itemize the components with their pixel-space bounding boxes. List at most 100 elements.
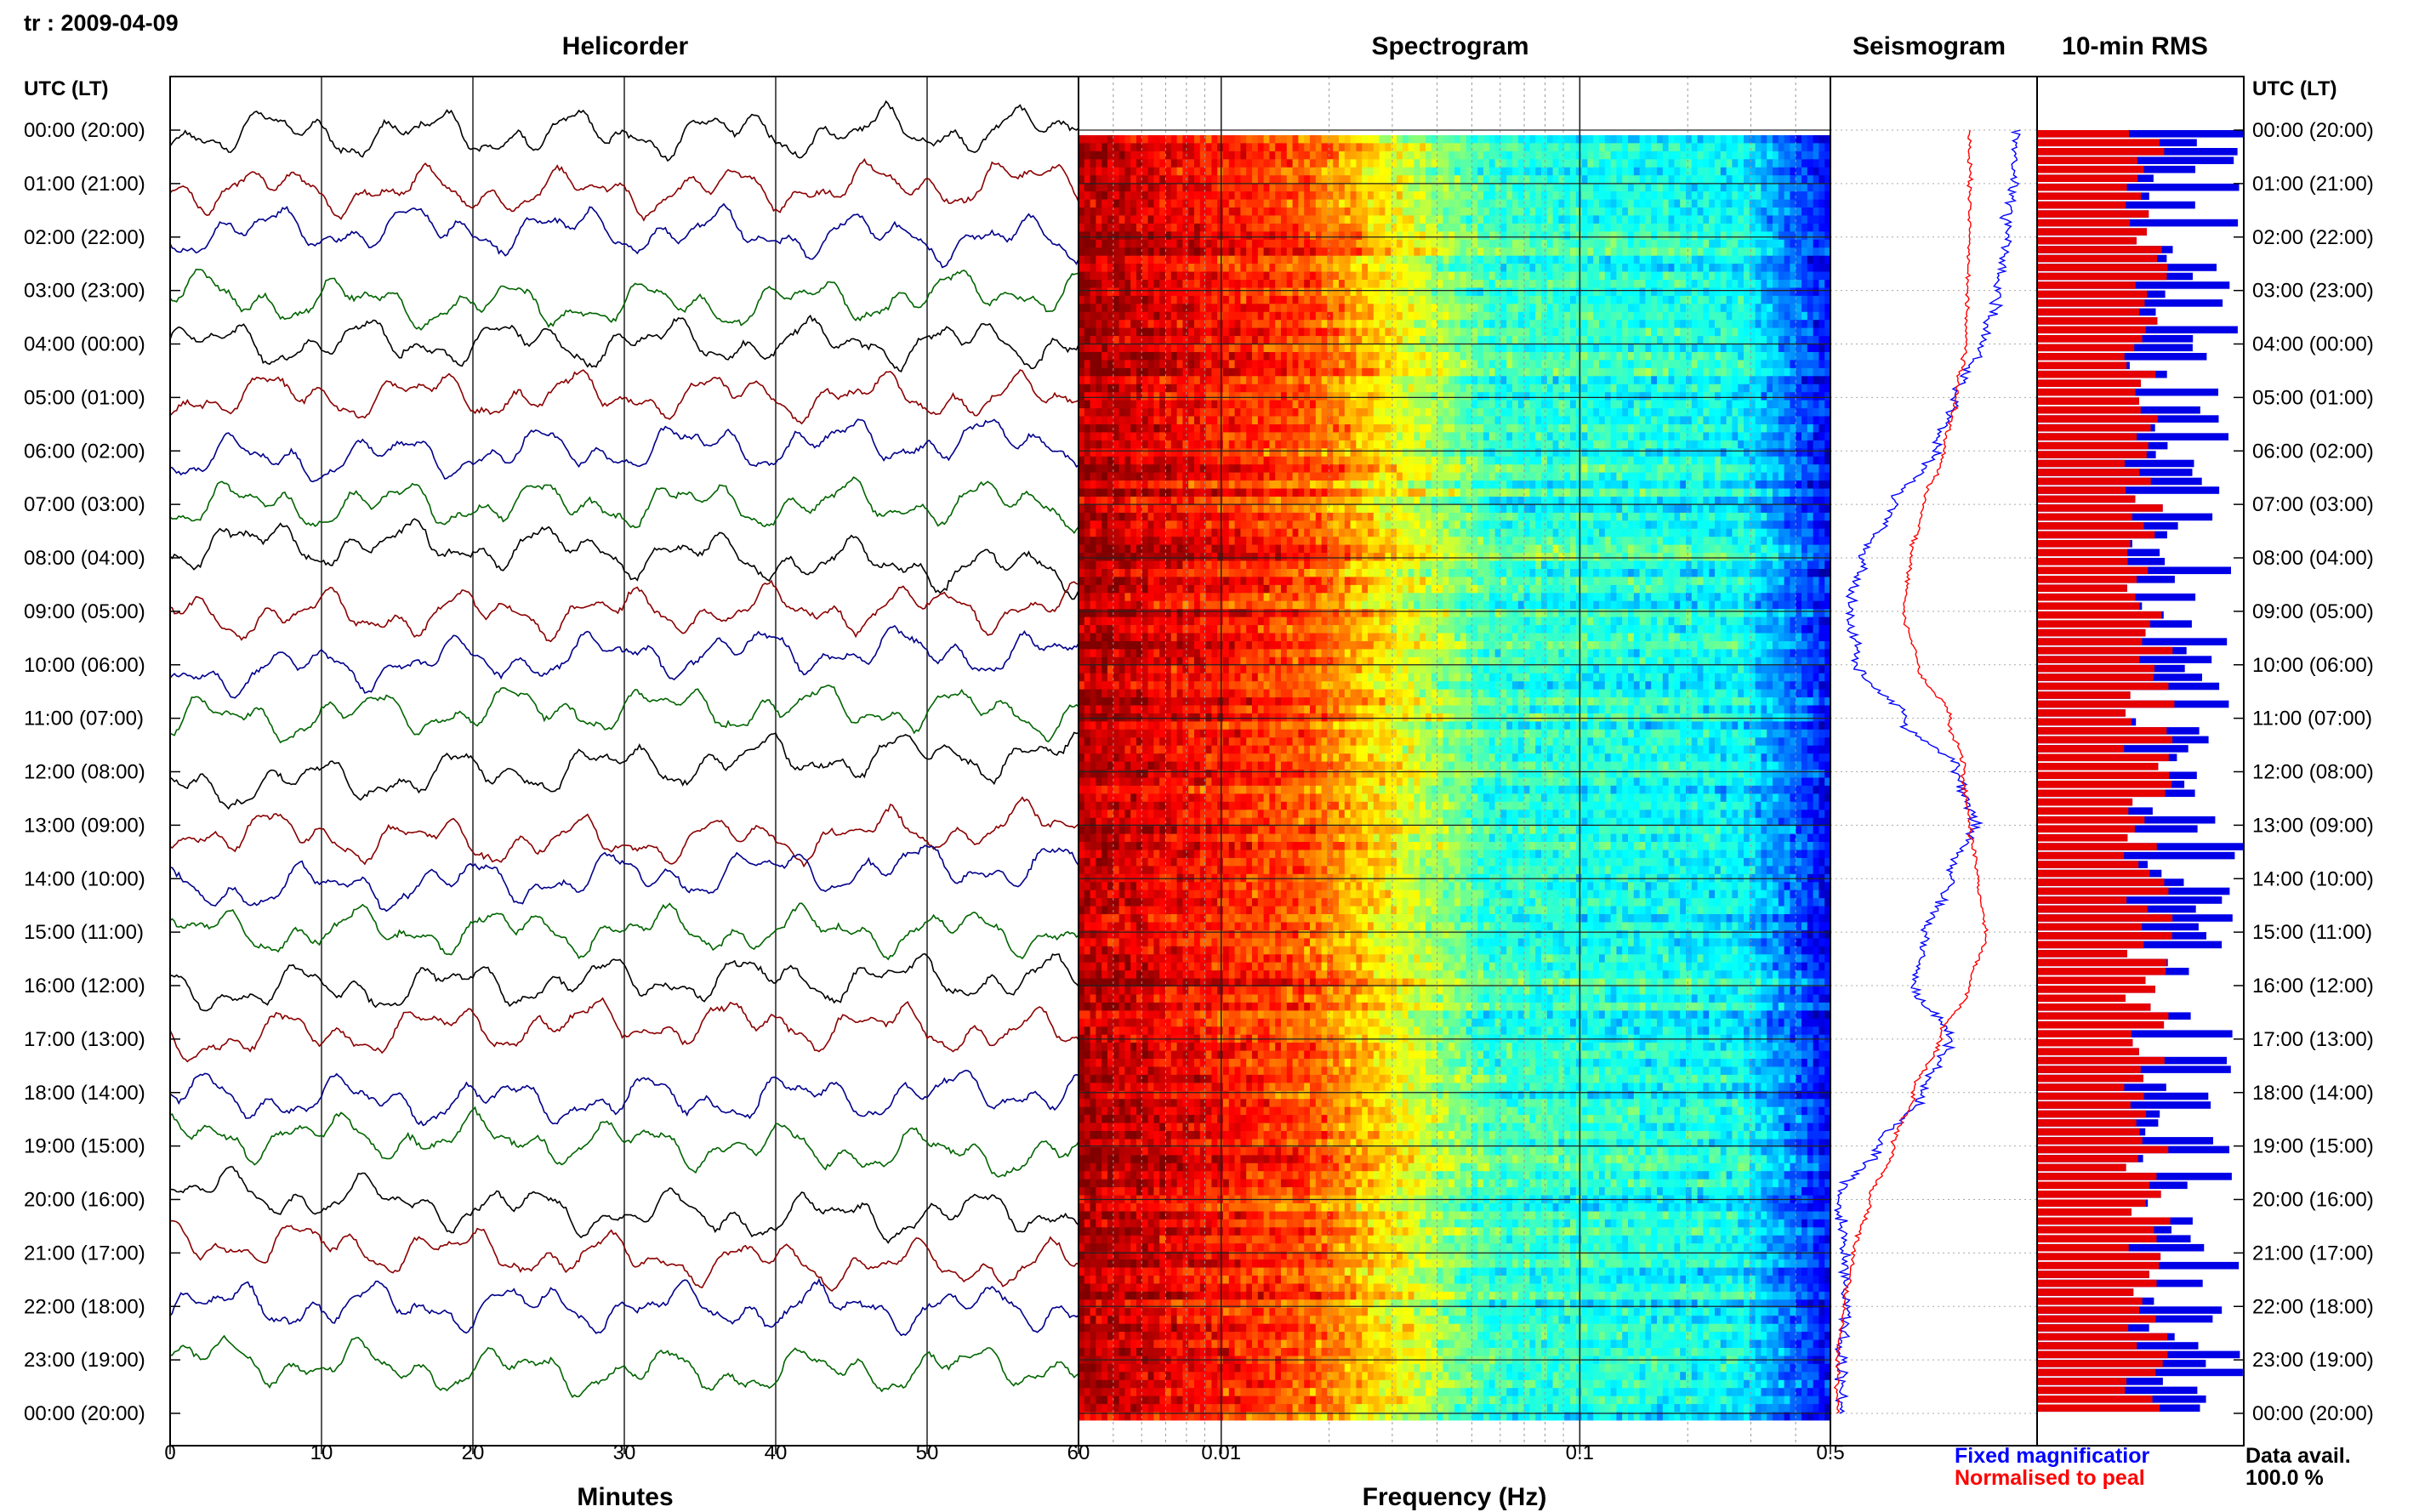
spectrogram-cell (1362, 143, 1369, 152)
spectrogram-cell (1118, 327, 1125, 337)
spectrogram-cell (1726, 247, 1733, 257)
spectrogram-cell (1118, 376, 1125, 385)
spectrogram-cell (1321, 223, 1328, 232)
spectrogram-cell (1523, 271, 1530, 281)
spectrogram-cell (1228, 159, 1236, 168)
spectrogram-cell (1252, 207, 1259, 216)
spectrogram-cell (1512, 255, 1519, 264)
spectrogram-cell (1807, 344, 1814, 353)
spectrogram-cell (1118, 424, 1125, 433)
spectrogram-cell (1697, 215, 1704, 225)
spectrogram-cell (1616, 239, 1623, 248)
spectrogram-cell (1819, 167, 1825, 176)
spectrogram-cell (1292, 280, 1299, 288)
spectrogram-cell (1744, 400, 1750, 409)
spectrogram-cell (1460, 408, 1467, 417)
spectrogram-cell (1680, 143, 1687, 152)
spectrogram-cell (1517, 280, 1525, 288)
spectrogram-cell (1107, 311, 1114, 321)
spectrogram-cell (1796, 424, 1802, 433)
spectrogram-cell (1767, 239, 1773, 248)
spectrogram-cell (1402, 191, 1409, 200)
spectrogram-cell (1517, 247, 1525, 257)
spectrogram-cell (1784, 143, 1790, 152)
spectrogram-cell (1385, 360, 1392, 369)
spectrogram-cell (1466, 320, 1472, 329)
spectrogram-cell (1385, 280, 1392, 288)
spectrogram-cell (1738, 255, 1745, 264)
spectrogram-cell (1466, 344, 1472, 353)
spectrogram-cell (1437, 384, 1443, 393)
spectrogram-cell (1552, 223, 1559, 232)
spectrogram-cell (1275, 167, 1282, 176)
spectrogram-cell (1610, 360, 1617, 369)
spectrogram-cell (1246, 199, 1253, 208)
spectrogram-cell (1182, 432, 1189, 441)
spectrogram-cell (1662, 280, 1670, 288)
spectrogram-cell (1205, 271, 1212, 281)
spectrogram-cell (1368, 400, 1375, 409)
spectrogram-cell (1079, 376, 1085, 385)
spectrogram-cell (1726, 151, 1733, 160)
spectrogram-cell (1199, 384, 1207, 393)
spectrogram-cell (1257, 143, 1265, 152)
spectrogram-cell (1194, 191, 1201, 200)
spectrogram-cell (1535, 207, 1542, 216)
spectrogram-cell (1228, 255, 1236, 264)
spectrogram-cell (1471, 223, 1478, 232)
spectrogram-cell (1541, 344, 1548, 353)
spectrogram-cell (1819, 295, 1825, 304)
spectrogram-cell (1373, 247, 1380, 257)
spectrogram-cell (1211, 215, 1218, 225)
spectrogram-cell (1275, 416, 1282, 425)
spectrogram-cell (1379, 159, 1386, 168)
spectrogram-cell (1477, 320, 1484, 329)
spectrogram-cell (1494, 247, 1501, 257)
spectrogram-cell (1101, 320, 1108, 329)
spectrogram-cell (1205, 167, 1212, 176)
spectrogram-cell (1368, 424, 1375, 433)
spectrogram-cell (1391, 151, 1397, 160)
spectrogram-cell (1159, 199, 1166, 208)
spectrogram-cell (1749, 336, 1756, 344)
spectrogram-cell (1084, 327, 1091, 337)
spectrogram-cell (1350, 143, 1357, 152)
spectrogram-cell (1691, 287, 1699, 297)
spectrogram-cell (1674, 327, 1681, 337)
spectrogram-cell (1610, 247, 1617, 257)
spectrogram-cell (1657, 400, 1664, 409)
spectrogram-cell (1327, 367, 1334, 377)
spectrogram-cell (1633, 135, 1641, 144)
spectrogram-cell (1327, 352, 1334, 361)
spectrogram-cell (1680, 207, 1687, 216)
spectrogram-cell (1327, 151, 1334, 160)
spectrogram-cell (1090, 207, 1096, 216)
spectrogram-cell (1240, 271, 1247, 281)
spectrogram-cell (1813, 287, 1819, 297)
spectrogram-cell (1327, 344, 1334, 353)
spectrogram-cell (1558, 408, 1565, 417)
spectrogram-cell (1813, 352, 1819, 361)
spectrogram-cell (1211, 159, 1218, 168)
spectrogram-cell (1113, 215, 1120, 225)
spectrogram-cell (1286, 432, 1294, 441)
spectrogram-cell (1691, 255, 1699, 264)
spectrogram-cell (1228, 320, 1236, 329)
spectrogram-cell (1408, 271, 1414, 281)
spectrogram-cell (1726, 207, 1733, 216)
spectrogram-cell (1096, 191, 1102, 200)
spectrogram-cell (1176, 175, 1183, 185)
spectrogram-cell (1124, 360, 1131, 369)
spectrogram-cell (1471, 367, 1478, 377)
spectrogram-cell (1691, 223, 1699, 232)
spectrogram-cell (1703, 304, 1710, 313)
spectrogram-cell (1315, 247, 1323, 257)
spectrogram-cell (1084, 408, 1091, 417)
spectrogram-cell (1298, 280, 1305, 288)
spectrogram-cell (1680, 135, 1687, 144)
spectrogram-cell (1449, 215, 1455, 225)
spectrogram-cell (1616, 183, 1623, 192)
spectrogram-cell (1813, 199, 1819, 208)
spectrogram-cell (1437, 223, 1443, 232)
spectrogram-cell (1523, 400, 1530, 409)
